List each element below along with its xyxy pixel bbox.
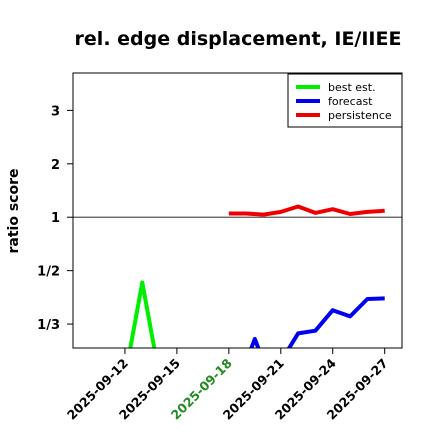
y-tick-label: 1/2: [37, 265, 60, 280]
series-line-best-est-: [128, 280, 157, 348]
plot-frame: [72, 72, 403, 349]
series-line-forecast: [249, 296, 385, 348]
y-axis-ticks: 1/3 1/2 1 2 3: [37, 104, 73, 333]
y-axis-label: ratio score: [6, 169, 22, 254]
y-tick-label: 1: [51, 211, 60, 226]
x-axis-ticks: 2025-09-122025-09-152025-09-182025-09-21…: [64, 348, 391, 423]
series-line-persistence: [228, 204, 385, 217]
legend-label: best est.: [328, 81, 376, 94]
legend-label: forecast: [328, 95, 373, 108]
y-tick-label: 2: [51, 158, 60, 173]
y-tick-label: 1/3: [37, 318, 60, 333]
legend-label: persistence: [328, 109, 392, 122]
y-tick-label: 3: [51, 104, 60, 119]
chart-title: rel. edge displacement, IE/IIEE: [75, 28, 402, 50]
plot-area: [72, 72, 403, 349]
